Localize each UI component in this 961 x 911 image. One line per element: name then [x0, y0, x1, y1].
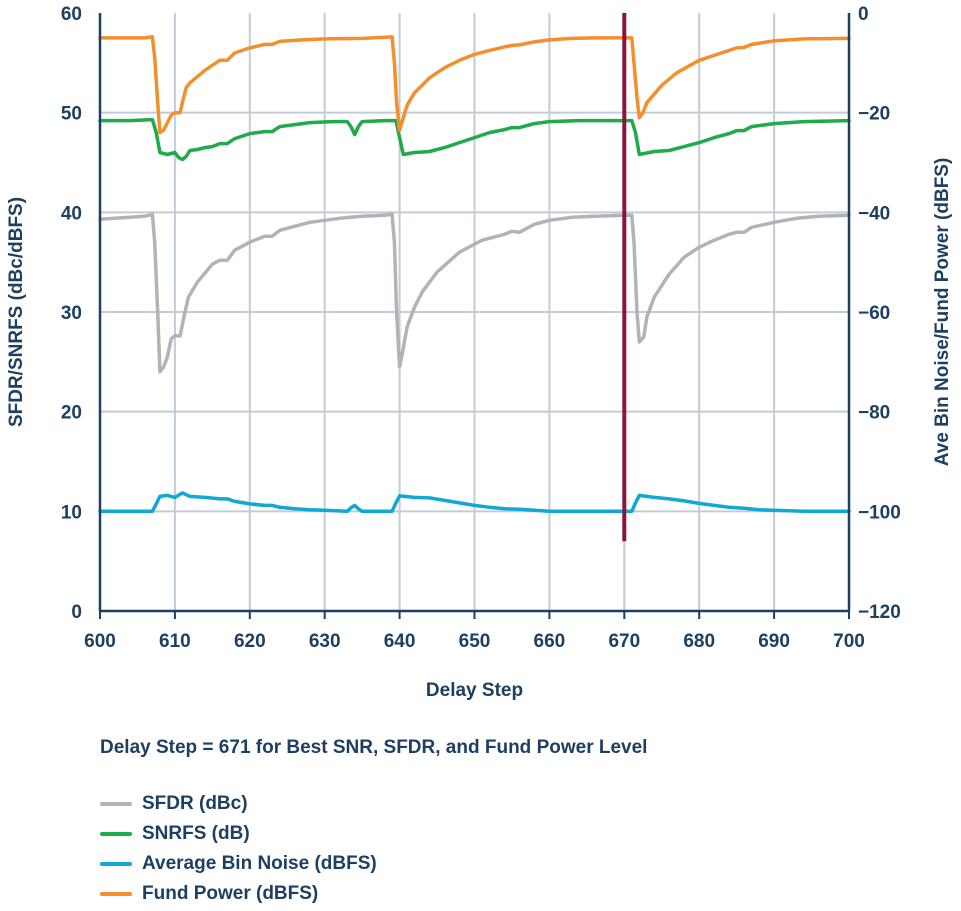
series-line-snrfs — [98, 117, 851, 162]
x-tick-label: 670 — [608, 631, 640, 652]
y2-tick-label: −60 — [858, 303, 890, 324]
x-tick-label: 650 — [459, 631, 491, 652]
legend-swatch-sfdr — [100, 802, 132, 806]
y2-tick-label: −100 — [858, 502, 901, 523]
x-tick-label: 640 — [384, 631, 416, 652]
chart-caption: Delay Step = 671 for Best SNR, SFDR, and… — [100, 737, 648, 758]
y2-tick-label: −20 — [858, 104, 890, 125]
legend-item-snrfs: SNRFS (dB) — [100, 819, 377, 849]
legend-label-sfdr: SFDR (dBc) — [142, 793, 248, 814]
legend-label-average-bin-noise: Average Bin Noise (dBFS) — [142, 853, 377, 874]
y-tick-label: 50 — [61, 104, 82, 125]
x-axis-title: Delay Step — [426, 680, 523, 701]
y-axis-title: SFDR/SNRFS (dBc/dBFS) — [6, 197, 27, 427]
y2-tick-label: 0 — [858, 4, 869, 25]
series-line-sfdr — [98, 212, 851, 374]
legend-item-average-bin-noise: Average Bin Noise (dBFS) — [100, 849, 377, 879]
y2-axis-title: Ave Bin Noise/Fund Power (dBFS) — [932, 158, 953, 467]
y-tick-label: 40 — [61, 203, 82, 224]
y2-tick-label: −40 — [858, 203, 890, 224]
x-tick-label: 660 — [534, 631, 566, 652]
series-line-average-bin-noise — [98, 491, 851, 514]
y-tick-label: 10 — [61, 502, 82, 523]
legend-item-sfdr: SFDR (dBc) — [100, 789, 377, 819]
legend-label-snrfs: SNRFS (dB) — [142, 823, 250, 844]
y-tick-label: 20 — [61, 403, 82, 424]
chart: 600 610 620 630 640 650 660 670 680 690 7000102030… — [6, 4, 953, 701]
x-tick-label: 700 — [833, 631, 865, 652]
y-tick-label: 30 — [61, 303, 82, 324]
y2-tick-label: −120 — [858, 602, 901, 623]
x-tick-label: 610 — [159, 631, 191, 652]
y-tick-label: 60 — [61, 4, 82, 25]
x-tick-label: 630 — [309, 631, 341, 652]
y-tick-label: 0 — [71, 602, 82, 623]
series-line-fund-power — [98, 35, 851, 135]
x-tick-label: 680 — [683, 631, 715, 652]
x-tick-label: 690 — [758, 631, 790, 652]
grid — [100, 13, 849, 611]
x-tick-label: 600 — [84, 631, 116, 652]
legend-swatch-snrfs — [100, 832, 132, 836]
legend-item-fund-power: Fund Power (dBFS) — [100, 879, 377, 909]
legend-swatch-average-bin-noise — [100, 862, 132, 866]
series-layer — [98, 35, 851, 514]
legend-swatch-fund-power — [100, 892, 132, 896]
y2-tick-label: −80 — [858, 403, 890, 424]
legend: SFDR (dBc) SNRFS (dB) Average Bin Noise … — [100, 789, 377, 909]
legend-label-fund-power: Fund Power (dBFS) — [142, 883, 319, 904]
x-tick-label: 620 — [234, 631, 266, 652]
tick-labels: 600 610 620 630 640 650 660 670 680 690 7000102030… — [61, 4, 901, 652]
